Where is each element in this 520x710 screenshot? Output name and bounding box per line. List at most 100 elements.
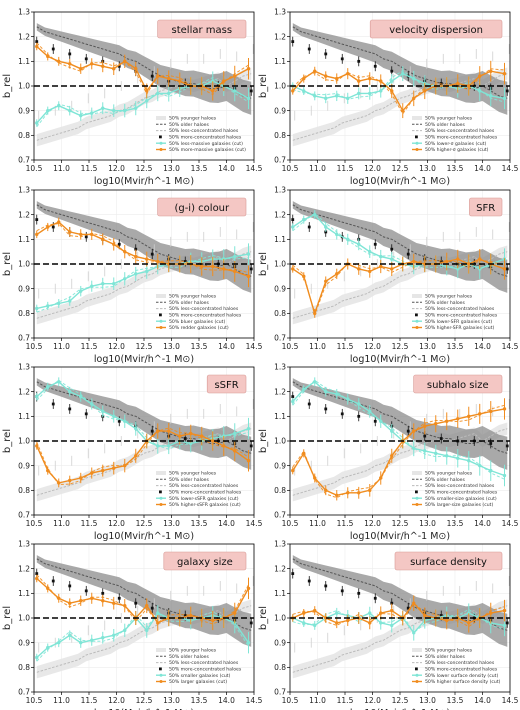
younger-haloes-line — [36, 605, 252, 673]
low-galaxies-point — [112, 414, 116, 419]
legend-label: 50% older haloes — [425, 300, 465, 306]
older-haloes-band — [36, 555, 252, 647]
legend-label: 50% younger haloes — [169, 294, 217, 300]
low-galaxies-point — [167, 444, 171, 448]
legend-label: 50% older haloes — [169, 477, 209, 483]
legend-label: 50% less-massive galaxies (cut) — [169, 141, 243, 147]
panel-title: SFR — [476, 203, 495, 214]
older-haloes-line — [36, 558, 252, 631]
x-axis-label: log10(Mvir/h^-1 M⊙) — [94, 176, 194, 187]
high-galaxies-point — [302, 611, 306, 615]
low-galaxies-point — [390, 623, 394, 628]
y-axis-label: b_rel — [2, 252, 13, 276]
high-galaxies-point — [246, 274, 251, 279]
high-galaxies-line — [292, 258, 505, 316]
legend-label: 50% less-concentrated haloes — [425, 660, 495, 666]
high-galaxies-point — [335, 621, 339, 625]
x-axis-label: log10(Mvir/h^-1 M⊙) — [94, 531, 194, 542]
high-galaxies-point — [101, 64, 105, 68]
x-axis-label: log10(Mvir/h^-1 M⊙) — [94, 708, 194, 710]
x-tick-label: 14.0 — [218, 342, 235, 351]
low-galaxies-point — [502, 473, 507, 478]
high-galaxies-point — [456, 417, 460, 421]
high-galaxies-point — [478, 74, 482, 78]
concentrated-haloes-point — [51, 47, 55, 51]
younger-haloes-line — [36, 73, 252, 141]
x-tick-label: 14.0 — [474, 342, 491, 351]
panel-8: 10.5 11.0 11.5 12.0 12.5 13.0 13.5 14.0 14.5 0.7 0… — [258, 540, 519, 710]
y-axis-label: b_rel — [258, 606, 269, 630]
low-galaxies-point — [46, 645, 50, 650]
low-galaxies-point — [302, 217, 306, 222]
low-galaxies-point — [79, 640, 83, 645]
high-galaxies-point — [211, 89, 215, 93]
legend-dot — [159, 141, 163, 145]
low-galaxies-point — [368, 91, 372, 96]
concentrated-haloes-point — [150, 252, 154, 256]
legend-dot — [415, 673, 419, 677]
low-galaxies-point — [412, 631, 416, 635]
high-galaxies-point — [35, 44, 39, 49]
concentrated-haloes-point — [406, 429, 410, 433]
legend-dot — [159, 680, 163, 683]
high-galaxies-point — [79, 67, 83, 71]
y-tick-label: 0.9 — [274, 461, 286, 470]
legend-label: 50% less-concentrated haloes — [425, 128, 495, 134]
legend-label: 50% younger haloes — [425, 294, 473, 300]
x-tick-label: 10.5 — [26, 342, 43, 351]
high-galaxies-line — [292, 408, 505, 497]
low-galaxies-dashed-line — [292, 69, 505, 103]
x-tick-label: 11.0 — [53, 164, 70, 173]
older-haloes-band — [36, 378, 252, 470]
low-galaxies-point — [57, 640, 61, 645]
concentrated-haloes-point — [505, 89, 509, 93]
high-galaxies-point — [233, 74, 237, 78]
legend-label: 50% more-concentrated haloes — [425, 135, 498, 141]
high-galaxies-point — [302, 76, 306, 81]
y-tick-label: 1.3 — [18, 540, 30, 549]
low-galaxies-point — [502, 623, 507, 628]
high-galaxies-point — [423, 89, 427, 93]
low-galaxies-line — [36, 612, 250, 659]
y-tick-label: 0.7 — [274, 511, 286, 520]
y-tick-label: 1.3 — [274, 540, 286, 549]
high-galaxies-point — [233, 449, 237, 453]
legend-label: 50% higher-sSFR galaxies (cut) — [169, 502, 241, 508]
high-galaxies-point — [68, 478, 72, 483]
legend-marker — [415, 135, 418, 139]
low-galaxies-point — [90, 402, 94, 406]
x-tick-label: 13.0 — [419, 519, 436, 528]
legend-label: 50% more-concentrated haloes — [425, 313, 498, 319]
older-haloes-line — [36, 26, 252, 99]
low-galaxies-point — [335, 232, 339, 237]
concentrated-haloes-point — [117, 64, 121, 68]
low-galaxies-point — [335, 392, 339, 396]
legend-label: 50% more-massive galaxies (cut) — [169, 147, 246, 153]
low-galaxies-point — [368, 249, 372, 254]
low-galaxies-point — [456, 267, 460, 271]
high-galaxies-point — [368, 621, 372, 625]
low-galaxies-point — [90, 111, 94, 115]
legend-label: 50% younger haloes — [169, 471, 217, 477]
legend-label: 50% larger-size galaxies (cut) — [425, 502, 493, 508]
legend-marker — [159, 490, 162, 494]
x-tick-label: 11.5 — [337, 164, 354, 173]
legend-label: 50% younger haloes — [425, 648, 473, 654]
concentrated-haloes-point — [35, 572, 39, 575]
concentrated-haloes-point — [291, 40, 295, 43]
y-tick-label: 0.9 — [18, 106, 30, 115]
panel-title: velocity dispersion — [389, 25, 483, 36]
low-galaxies-point — [112, 633, 116, 637]
high-galaxies-line — [292, 602, 505, 624]
high-galaxies-point — [123, 603, 127, 608]
legend-dot — [159, 326, 163, 329]
low-galaxies-point — [379, 621, 383, 625]
high-galaxies-point — [379, 476, 383, 480]
concentrated-haloes-point — [68, 52, 72, 56]
low-galaxies-point — [79, 394, 83, 399]
high-galaxies-point — [346, 71, 350, 76]
y-tick-label: 1.0 — [18, 260, 30, 269]
concentrated-haloes-point — [117, 242, 121, 246]
x-tick-label: 10.5 — [26, 696, 43, 705]
low-galaxies-point — [357, 402, 361, 406]
